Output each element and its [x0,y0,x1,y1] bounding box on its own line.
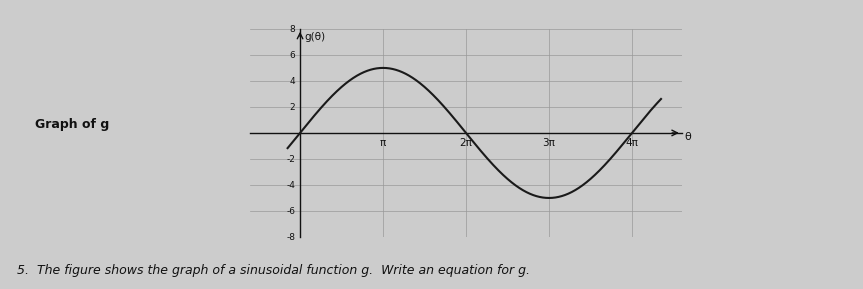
Text: θ: θ [684,132,691,142]
Text: g(θ): g(θ) [304,32,325,42]
Text: Graph of g: Graph of g [35,118,109,131]
Text: 5.  The figure shows the graph of a sinusoidal function g.  Write an equation fo: 5. The figure shows the graph of a sinus… [17,264,530,277]
